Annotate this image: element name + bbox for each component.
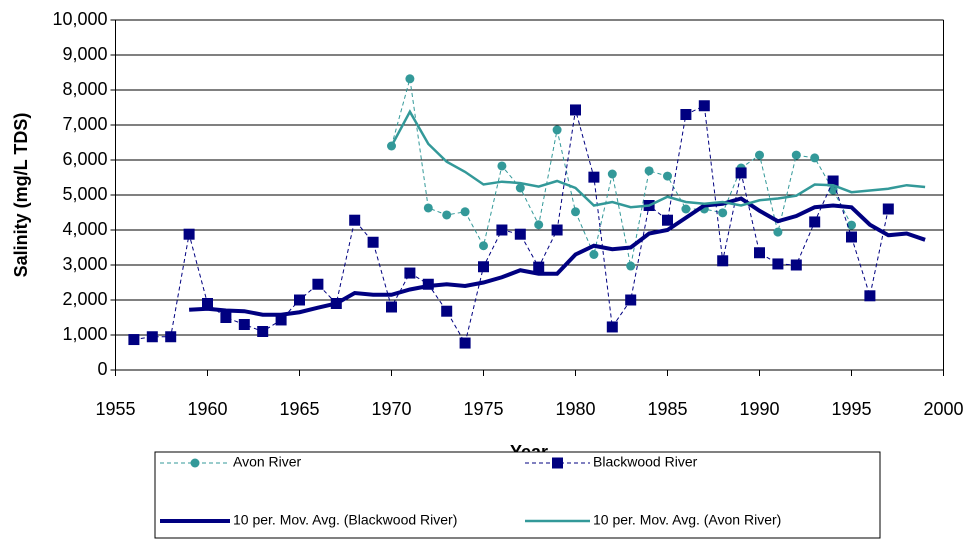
point: [514, 228, 526, 240]
point: [202, 298, 213, 309]
point: [238, 319, 250, 330]
point: [827, 175, 839, 187]
y-tick-label: 10,000: [52, 9, 107, 29]
point: [791, 150, 801, 160]
x-tick-label: 2000: [923, 399, 963, 419]
point: [570, 104, 581, 116]
point: [681, 204, 691, 214]
point: [220, 312, 232, 323]
legend-label: Blackwood River: [593, 454, 698, 470]
x-tick-label: 1965: [279, 399, 319, 419]
point: [773, 227, 783, 237]
x-tick-label: 1970: [371, 399, 411, 419]
series-line: [133, 104, 889, 345]
point: [128, 334, 140, 346]
series-line: [390, 109, 926, 209]
point: [551, 224, 563, 236]
point: [552, 125, 562, 135]
point: [662, 214, 673, 226]
point: [698, 100, 710, 112]
point: [386, 301, 397, 313]
point: [534, 220, 544, 230]
point: [404, 267, 416, 279]
y-tick-label: 3,000: [62, 254, 107, 274]
y-tick-label: 1,000: [62, 324, 107, 344]
point: [717, 255, 729, 267]
point: [459, 337, 471, 349]
point: [497, 161, 507, 171]
point: [790, 259, 802, 271]
point: [460, 207, 470, 217]
point: [533, 261, 545, 273]
x-tick-label: 1960: [187, 399, 227, 419]
series-line: [391, 78, 852, 267]
point: [864, 290, 876, 302]
point: [405, 74, 415, 84]
point: [754, 247, 765, 259]
point: [588, 171, 600, 183]
point: [367, 236, 379, 248]
x-tick-label: 1995: [831, 399, 871, 419]
point: [479, 241, 488, 251]
point: [571, 207, 580, 217]
point: [275, 314, 287, 326]
legend-label: 10 per. Mov. Avg. (Avon River): [593, 512, 781, 528]
point: [312, 278, 324, 290]
point: [625, 294, 637, 306]
point: [349, 214, 361, 226]
point: [809, 216, 821, 228]
point: [165, 331, 177, 343]
x-tick-label: 1980: [555, 399, 595, 419]
point: [810, 153, 820, 163]
legend-marker: [190, 458, 200, 468]
x-tick-label: 1985: [647, 399, 687, 419]
y-tick-label: 7,000: [62, 114, 107, 134]
point: [846, 231, 857, 243]
series-line: [188, 196, 926, 317]
point: [294, 294, 305, 306]
point: [772, 258, 784, 270]
point: [607, 169, 617, 179]
y-tick-label: 8,000: [62, 79, 107, 99]
legend-label: 10 per. Mov. Avg. (Blackwood River): [233, 512, 457, 528]
y-tick-label: 9,000: [62, 44, 107, 64]
x-tick-label: 1975: [463, 399, 503, 419]
point: [828, 185, 838, 195]
point: [644, 166, 654, 176]
point: [680, 109, 692, 120]
y-tick-label: 6,000: [62, 149, 107, 169]
point: [735, 167, 747, 179]
legend-label: Avon River: [233, 454, 302, 470]
point: [847, 220, 856, 230]
point: [183, 228, 195, 240]
x-tick-label: 1990: [739, 399, 779, 419]
point: [496, 224, 508, 236]
point: [589, 250, 599, 259]
point: [257, 326, 269, 337]
y-tick-label: 5,000: [62, 184, 107, 204]
y-tick-label: 4,000: [62, 219, 107, 239]
point: [755, 150, 764, 160]
point: [663, 171, 672, 181]
legend-box: [154, 451, 881, 539]
legend-marker: [552, 457, 563, 469]
point: [146, 331, 158, 343]
point: [606, 321, 618, 333]
point: [626, 261, 636, 271]
y-axis-label: Salinity (mg/L TDS): [11, 113, 31, 278]
point: [441, 305, 453, 317]
point: [882, 203, 894, 215]
y-tick-label: 2,000: [62, 289, 107, 309]
point: [515, 183, 525, 193]
y-tick-label: 0: [97, 359, 107, 379]
x-tick-label: 1955: [95, 399, 135, 419]
point: [442, 210, 452, 220]
point: [718, 208, 728, 218]
point: [478, 261, 489, 273]
point: [423, 203, 433, 213]
